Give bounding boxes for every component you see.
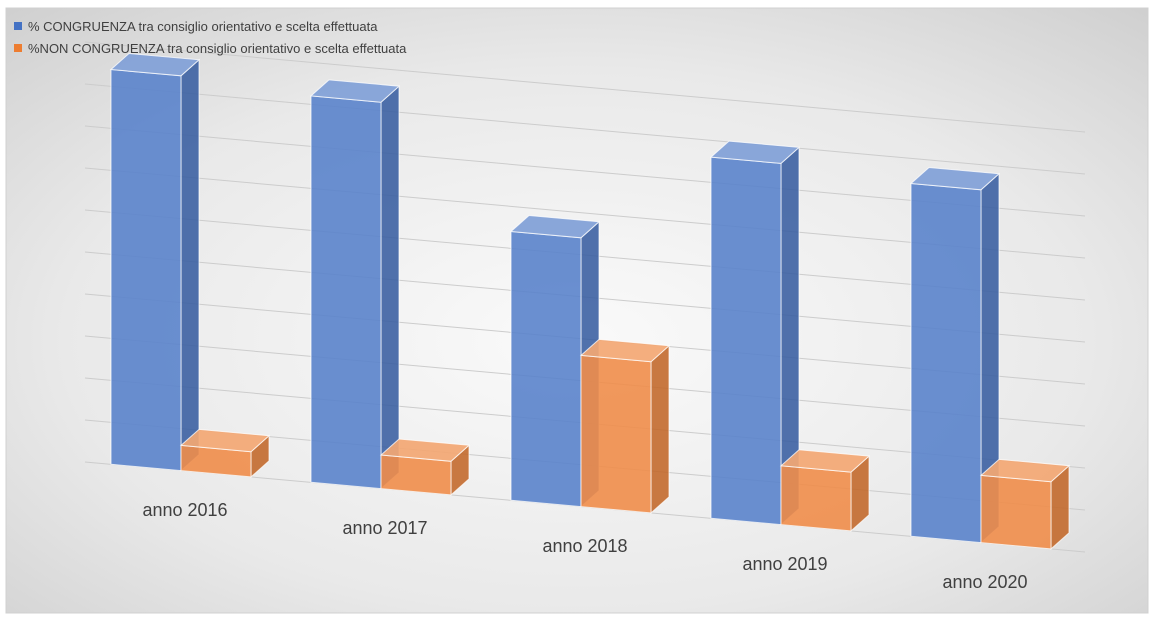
- legend-swatch-non-congruenza: [14, 44, 22, 52]
- bar-non-congruenza: [579, 338, 671, 515]
- bar-top-face: [709, 140, 801, 164]
- bar-top-face: [379, 438, 471, 462]
- category-label: anno 2018: [542, 536, 627, 556]
- bar-top-face: [309, 79, 401, 103]
- category-label: anno 2017: [342, 518, 427, 538]
- bar-front-face: [110, 68, 182, 472]
- bar-non-congruenza: [979, 458, 1071, 551]
- bar-non-congruenza: [779, 449, 871, 533]
- bar-congruenza: [309, 79, 401, 490]
- legend-swatch-congruenza: [14, 22, 22, 30]
- bar-front-face: [580, 354, 652, 514]
- category-label: anno 2019: [742, 554, 827, 574]
- legend-label-congruenza: % CONGRUENZA tra consiglio orientativo e…: [28, 18, 378, 34]
- bar-non-congruenza: [379, 438, 471, 497]
- legend: % CONGRUENZA tra consiglio orientativo e…: [14, 15, 406, 59]
- bar-front-face: [510, 230, 582, 508]
- bar-front-face: [910, 182, 982, 544]
- bar-top-face: [779, 449, 871, 473]
- bar-congruenza: [109, 52, 201, 472]
- bar-side-face: [180, 58, 200, 472]
- category-labels: anno 2016 anno 2017 anno 2018 anno 2019 anno…: [142, 500, 1027, 592]
- legend-item-congruenza[interactable]: % CONGRUENZA tra consiglio orientativo e…: [14, 15, 406, 37]
- bar-side-face: [650, 344, 670, 515]
- gridline: [84, 41, 1086, 133]
- category-label: anno 2020: [942, 572, 1027, 592]
- bar-side-face: [380, 85, 400, 490]
- bar-front-face: [310, 95, 382, 490]
- bar-top-face: [109, 52, 201, 77]
- legend-item-non-congruenza[interactable]: %NON CONGRUENZA tra consiglio orientativ…: [14, 37, 406, 59]
- category-label: anno 2016: [142, 500, 227, 520]
- bar-non-congruenza: [179, 428, 271, 479]
- bar-top-face: [909, 166, 1001, 191]
- bar-top-face: [509, 214, 601, 239]
- bar-top-face: [579, 338, 671, 363]
- bar-top-face: [179, 428, 271, 453]
- gridline: [84, 83, 1086, 175]
- bar-front-face: [380, 454, 452, 496]
- bar-top-face: [979, 458, 1071, 483]
- legend-label-non-congruenza: %NON CONGRUENZA tra consiglio orientativ…: [28, 40, 407, 56]
- bar-congruenza: [709, 140, 801, 526]
- bar-front-face: [710, 156, 782, 526]
- bar-front-face: [980, 474, 1052, 550]
- bar-front-face: [780, 465, 852, 532]
- bars: [109, 52, 1071, 551]
